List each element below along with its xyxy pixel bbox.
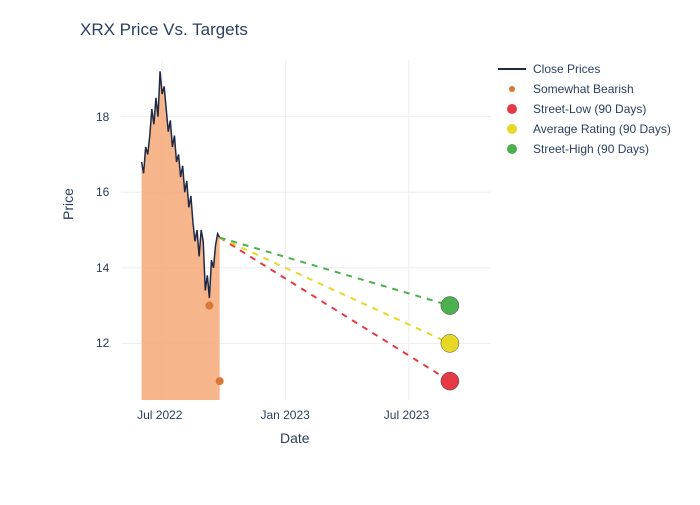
- chart-container: XRX Price Vs. Targets Price Date 12 14 16 1…: [0, 0, 700, 500]
- chart-title: XRX Price Vs. Targets: [80, 20, 248, 40]
- legend-item: Street-High (90 Days): [498, 140, 671, 158]
- y-tick: 18: [96, 110, 109, 124]
- legend-label: Street-Low (90 Days): [533, 102, 646, 116]
- x-axis-label: Date: [280, 430, 310, 446]
- y-tick: 14: [96, 261, 109, 275]
- legend-label: Close Prices: [533, 62, 600, 76]
- x-tick: Jul 2022: [137, 408, 182, 422]
- legend-label: Somewhat Bearish: [533, 82, 634, 96]
- legend-item: Street-Low (90 Days): [498, 100, 671, 118]
- legend-item: Somewhat Bearish: [498, 80, 671, 98]
- legend-label: Street-High (90 Days): [533, 142, 649, 156]
- y-tick: 12: [96, 336, 109, 350]
- y-axis-label: Price: [60, 188, 76, 220]
- y-tick: 16: [96, 185, 109, 199]
- x-tick: Jul 2023: [384, 408, 429, 422]
- legend: Close Prices Somewhat Bearish Street-Low (…: [498, 60, 671, 160]
- legend-item: Close Prices: [498, 60, 671, 78]
- legend-label: Average Rating (90 Days): [533, 122, 671, 136]
- legend-item: Average Rating (90 Days): [498, 120, 671, 138]
- x-tick: Jan 2023: [260, 408, 309, 422]
